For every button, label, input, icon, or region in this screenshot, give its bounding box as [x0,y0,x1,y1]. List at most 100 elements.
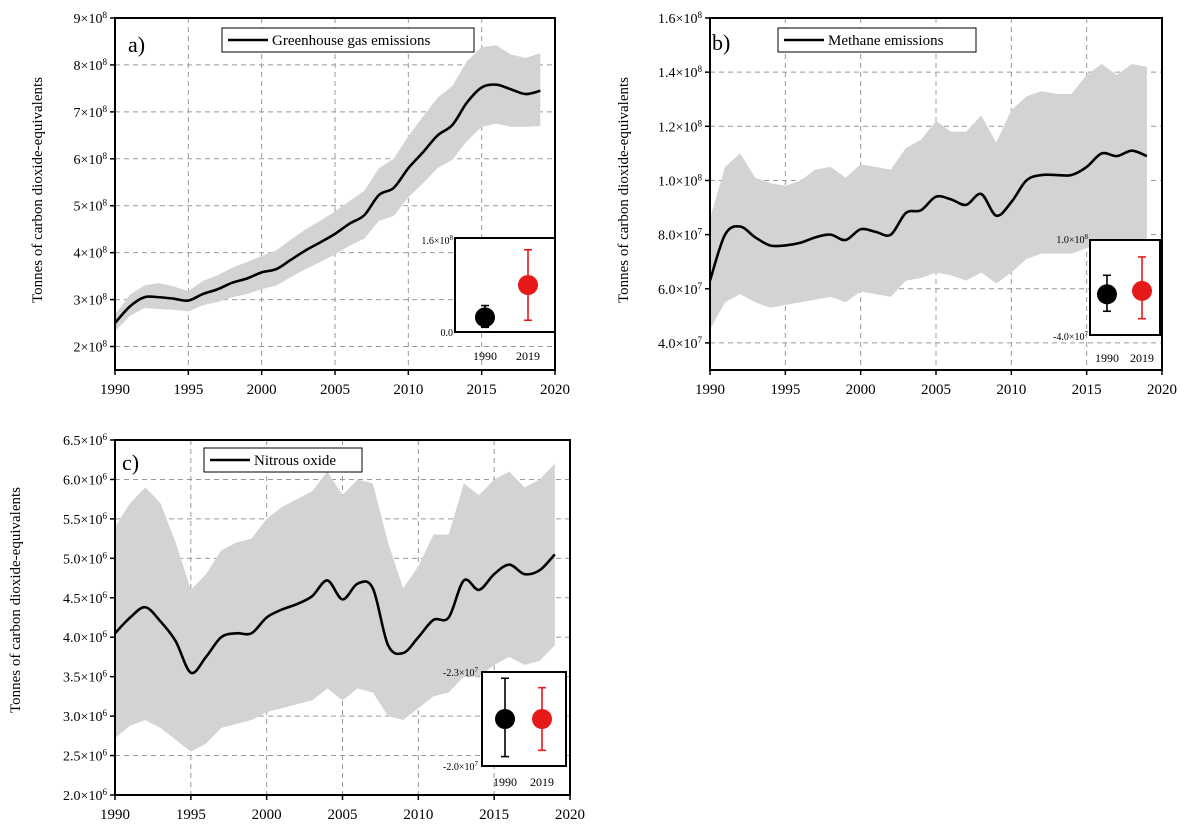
y-tick-label: 4.0×107 [658,335,702,352]
x-tick-label: 1995 [176,807,206,823]
inset-y-tick-top: 1.6×108 [421,234,453,247]
y-tick-label: 1.2×108 [658,118,702,135]
y-axis-label: Tonnes of carbon dioxide-equivalents [616,77,632,303]
y-tick-label: 7×108 [74,104,108,121]
series-line-group [114,83,541,324]
series-mean-line [708,149,1148,282]
inset-comparison: 1.6×108 0.0 1990 2019 [421,234,556,363]
x-tick-label: 2015 [467,382,497,398]
y-tick-label: 3×108 [74,292,108,309]
x-tick-label: 2015 [479,807,509,823]
x-tick-label: 1990 [100,807,130,823]
inset-point-1990 [475,307,495,328]
inset-y-tick-bottom: -2.0×107 [443,760,478,773]
y-tick-label: 1.6×108 [658,10,702,27]
inset-point-1990 [1097,284,1117,305]
y-tick-label: 1.4×108 [658,64,702,81]
x-tick-label: 1995 [173,382,203,398]
x-tick-label: 2010 [403,807,433,823]
y-tick-label: 2×108 [74,339,108,356]
panel-a-greenhouse-gas: Tonnes of carbon dioxide-equivalents 199… [30,10,570,398]
uncertainty-band-area [710,64,1147,330]
y-tick-label: 6.5×106 [63,432,107,449]
uncertainty-band-area [115,45,541,332]
x-tick-label: 2000 [252,807,282,823]
y-tick-label: 4×108 [74,245,108,262]
legend: Greenhouse gas emissions [221,27,475,53]
inset-y-tick-bottom: 0.0 [441,328,454,339]
y-tick-label: 5.0×106 [63,550,107,567]
legend-label: Greenhouse gas emissions [272,33,430,49]
panel-label: c) [122,450,139,475]
y-tick-label: 5×108 [74,198,108,215]
y-tick-label: 6.0×106 [63,471,107,488]
y-tick-label: 8×108 [74,57,108,74]
inset-frame [481,671,567,767]
inset-x-label-1990: 1990 [473,349,497,363]
x-tick-label: 1995 [770,382,800,398]
y-axis-label: Tonnes of carbon dioxide-equivalents [30,77,46,303]
x-tick-label: 2010 [996,382,1026,398]
y-tick-label: 3.0×106 [63,708,107,725]
uncertainty-band [115,463,555,752]
x-tick-label: 2000 [247,382,277,398]
inset-frame [454,237,556,333]
series-mean-line [114,83,541,324]
inset-x-label-2019: 2019 [1130,351,1154,365]
inset-y-tick-top: -2.3×107 [443,666,478,679]
x-tick-label: 2020 [555,807,585,823]
y-tick-label: 2.5×106 [63,748,107,765]
inset-comparison: 1.0×108 -4.0×107 1990 2019 [1053,233,1161,365]
y-tick-label: 4.0×106 [63,629,107,646]
x-tick-label: 2005 [921,382,951,398]
inset-x-label-2019: 2019 [530,775,554,789]
x-tick-label: 1990 [100,382,130,398]
x-tick-label: 2015 [1072,382,1102,398]
x-tick-label: 2010 [393,382,423,398]
uncertainty-band-area [115,463,555,752]
y-tick-label: 2.0×106 [63,787,107,804]
tick-group: 1990 1995 2000 2005 2010 2015 2020 2.0×106 2.5×1… [63,432,585,823]
y-tick-label: 6×108 [74,151,108,168]
y-tick-label: 5.5×106 [63,511,107,528]
inset-x-label-2019: 2019 [516,349,540,363]
legend: Nitrous oxide [203,447,363,473]
panel-label: b) [712,30,730,55]
y-tick-label: 4.5×106 [63,590,107,607]
x-tick-label: 2005 [320,382,350,398]
x-tick-label: 1990 [695,382,725,398]
y-tick-label: 6.0×107 [658,281,702,298]
legend-label: Nitrous oxide [254,453,336,469]
inset-point-2019 [1132,280,1152,301]
tick-group: 1990 1995 2000 2005 2010 2015 2020 4.0×107 6.0×1… [658,10,1177,398]
legend-label: Methane emissions [828,33,944,49]
y-tick-label: 3.5×106 [63,669,107,686]
inset-point-1990 [495,709,515,729]
series-line-group [114,553,556,675]
inset-comparison: -2.3×107 -2.0×107 1990 2019 [443,666,567,789]
x-tick-label: 2020 [540,382,570,398]
series-mean-line [114,553,556,675]
x-tick-label: 2020 [1147,382,1177,398]
inset-point-2019 [518,275,538,295]
inset-x-label-1990: 1990 [1095,351,1119,365]
y-tick-label: 1.0×108 [658,172,702,189]
y-tick-label: 9×108 [74,10,108,27]
inset-x-label-1990: 1990 [493,775,517,789]
x-tick-label: 2005 [328,807,358,823]
inset-point-2019 [532,709,552,729]
y-tick-label: 8.0×107 [658,227,702,244]
inset-y-tick-top: 1.0×108 [1056,233,1088,246]
panel-label: a) [128,32,145,57]
panel-c-nitrous-oxide: Tonnes of carbon dioxide-equivalents 199… [8,432,585,823]
uncertainty-band [710,64,1147,330]
x-tick-label: 2000 [846,382,876,398]
inset-y-tick-bottom: -4.0×107 [1053,330,1088,343]
y-axis-label: Tonnes of carbon dioxide-equivalents [8,487,24,713]
tick-group: 1990 1995 2000 2005 2010 2015 2020 2×108 3×108 4×… [74,10,570,398]
uncertainty-band [115,45,541,332]
series-line-group [708,149,1148,282]
panel-b-methane: Tonnes of carbon dioxide-equivalents 199… [616,10,1177,398]
legend: Methane emissions [777,27,977,53]
